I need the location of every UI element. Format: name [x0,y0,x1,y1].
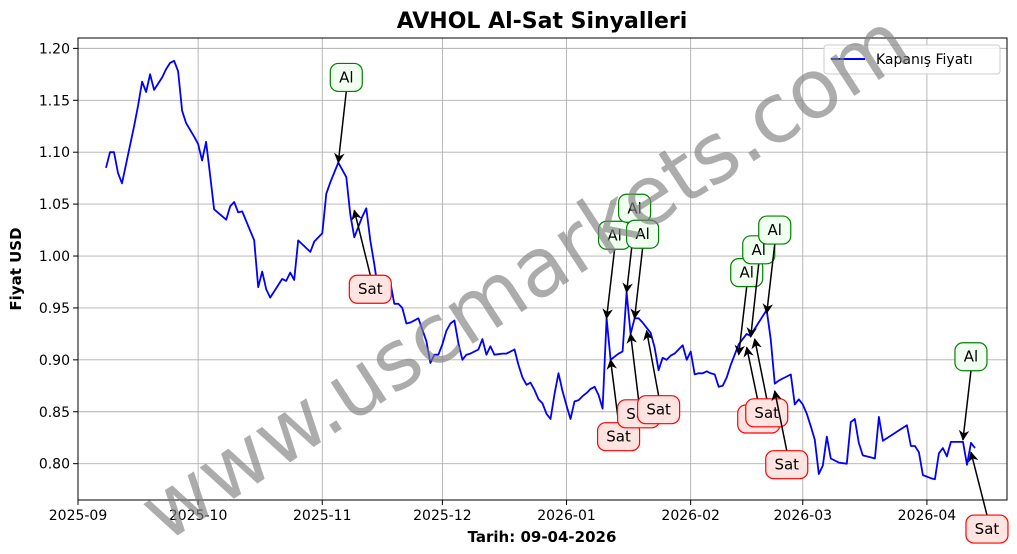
signal-label-box [626,219,660,249]
signal-label-text: Al [740,264,754,282]
signal-label-text: Al [339,68,353,86]
y-tick-label: 1.00 [39,249,70,265]
signal-arrow [626,332,640,400]
signal-arrow [734,286,748,356]
signal-arrow [351,209,372,276]
buy-signal-annotation: Al [758,215,792,315]
signal-label-box [765,450,809,480]
signal-label-text: Al [768,221,782,239]
buy-signal-annotation: Al [626,219,660,320]
y-tick-label: 1.05 [39,197,70,213]
signal-label-text: Sat [975,520,1000,538]
signal-label-text: Sat [754,404,779,422]
sell-signal-annotation: Sat [348,209,392,304]
signal-label-box [348,274,392,304]
signal-arrow [602,249,616,320]
x-tick-label: 2026-03 [774,508,833,524]
signal-label-text: Al [607,226,621,244]
y-axis-title: Fiyat USD [7,227,25,310]
y-tick-label: 0.95 [39,301,70,317]
x-tick-label: 2026-04 [898,508,957,524]
signal-arrow [334,91,348,164]
x-tick-label: 2026-02 [661,508,720,524]
sell-signal-annotation: Sat [745,338,789,428]
x-tick-label: 2026-01 [537,508,596,524]
y-tick-label: 0.90 [39,353,70,369]
signal-arrow [762,243,776,315]
sell-signal-annotation: Sat [765,389,809,480]
buy-signal-annotation: Al [730,258,764,356]
signal-label-text: Al [635,225,649,243]
x-axis: 2025-09 2025-10 2025-11 2025-12 2026-01 2026-… [49,500,957,524]
x-tick-label: 2025-12 [413,508,472,524]
y-tick-label: 1.15 [39,93,70,109]
grid [77,38,1007,500]
signal-label-box [329,62,363,93]
signal-arrow [968,451,988,516]
signal-arrow [958,370,972,441]
signal-label-box [758,215,792,245]
y-tick-label: 0.80 [39,457,70,473]
signal-arrow [751,338,768,399]
x-tick-label: 2025-11 [293,508,352,524]
y-tick-label: 1.10 [39,145,70,161]
signal-label-text: Al [627,199,641,217]
plot-frame [77,37,1008,501]
signal-label-box [965,514,1009,544]
series-line-kapanis-fiyati [105,59,976,481]
signal-arrow [630,248,644,320]
x-axis-title: Tarih: 09-04-2026 [468,528,617,546]
signal-label-text: Sat [774,456,799,474]
chart-title: AVHOL Al-Sat Sinyalleri [397,9,688,34]
y-axis: 0.80 0.85 0.90 0.95 1.00 1.05 1.10 1.15 1.20 [39,41,78,473]
signal-arrow [743,346,760,406]
buy-signal-annotation: Al [329,62,363,164]
buy-signal-annotation: Al [954,342,988,441]
signal-arrow [643,329,660,396]
legend-box [823,44,1001,75]
y-tick-label: 1.20 [39,41,70,57]
signal-label-box [954,342,988,372]
signal-label-text: Al [752,241,766,259]
signal-label-text: Sat [606,428,631,446]
signal-label-text: Al [964,348,978,366]
legend-label-kapanis-fiyati: Kapanış Fiyatı [876,52,973,68]
x-tick-label: 2025-09 [49,508,108,524]
sell-signal-annotation: Sat [637,329,681,425]
y-tick-label: 0.85 [39,405,70,421]
signal-label-box [637,395,681,425]
signal-arrow [746,263,760,339]
legend: Kapanış Fiyatı [823,44,1001,75]
signal-arrow [771,389,788,451]
signal-label-text: Sat [358,280,383,298]
signal-annotations: AlSatAlAlAlSatSatSatAlAlAlSatSatSatAlSat [329,62,1009,544]
signal-label-text: Sat [646,401,671,419]
x-tick-label: 2025-10 [169,508,228,524]
sell-signal-annotation: Sat [965,451,1009,544]
